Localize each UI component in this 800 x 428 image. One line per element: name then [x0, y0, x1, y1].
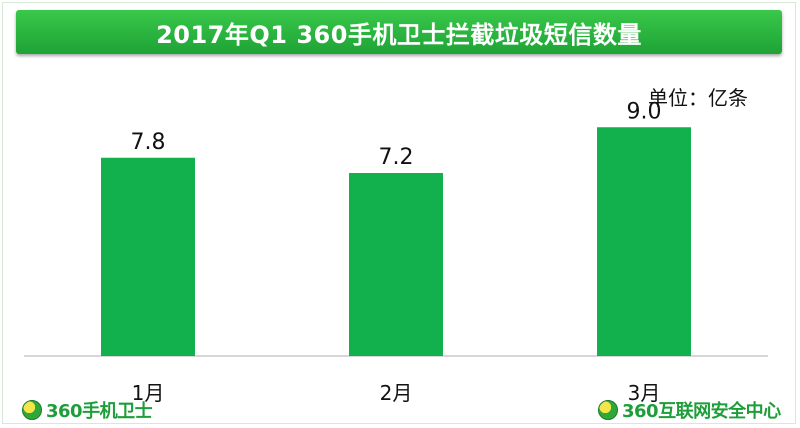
- category-label-3: 3月: [628, 381, 661, 405]
- logo-left-text: 360手机卫士: [46, 401, 153, 422]
- data-label-3: 9.0: [627, 99, 662, 124]
- category-label-2: 2月: [380, 381, 413, 405]
- 360-logo-icon: [22, 400, 42, 420]
- 360-logo-icon: [598, 400, 618, 420]
- unit-label: 单位：亿条: [648, 86, 748, 110]
- logo-360-security-center: 360互联网安全中心: [598, 397, 781, 423]
- bar-2: [349, 173, 443, 356]
- data-label-1: 7.8: [131, 130, 166, 155]
- logo-right-text: 360互联网安全中心: [622, 401, 781, 422]
- bar-1: [101, 157, 195, 356]
- category-label-1: 1月: [132, 381, 165, 405]
- bar-3: [597, 127, 691, 356]
- title-bar: 2017年Q1 360手机卫士拦截垃圾短信数量: [16, 10, 782, 54]
- chart-frame: [2, 2, 796, 424]
- logo-360-mobile-guard: 360手机卫士: [22, 397, 153, 423]
- data-label-2: 7.2: [379, 145, 414, 170]
- chart-title: 2017年Q1 360手机卫士拦截垃圾短信数量: [156, 20, 642, 49]
